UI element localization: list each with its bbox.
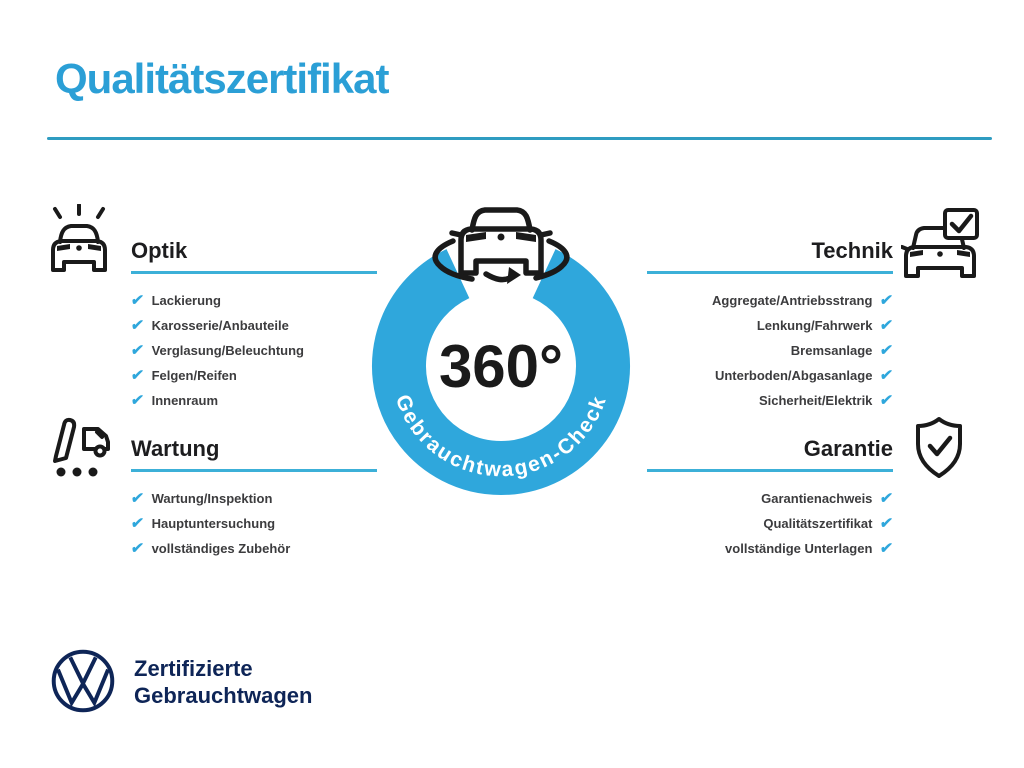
checklist-item-label: Garantienachweis: [761, 491, 873, 506]
checklist-item: ✔ Wartung/Inspektion: [129, 486, 377, 511]
section-garantie-list: Garantienachweis ✔ Qualitätszertifikat ✔ v…: [647, 486, 895, 561]
checklist-item: Garantienachweis ✔: [647, 486, 895, 511]
checklist-item: Bremsanlage ✔: [647, 338, 895, 363]
car-shine-icon: [51, 204, 107, 272]
shield-check-icon: [916, 417, 962, 478]
check-icon: ✔: [129, 490, 145, 507]
checklist-item: ✔ Innenraum: [129, 388, 377, 413]
checklist-item: ✔ Lackierung: [129, 288, 377, 313]
check-icon: ✔: [129, 367, 145, 384]
checklist-item: ✔ vollständiges Zubehör: [129, 536, 377, 561]
checklist-item-label: Innenraum: [151, 393, 219, 408]
checklist-item-label: Aggregate/Antriebsstrang: [712, 293, 873, 308]
section-technik: Technik Aggregate/Antriebsstrang ✔ Lenkun…: [647, 238, 895, 413]
checklist-item-label: Bremsanlage: [790, 343, 873, 358]
section-technik-list: Aggregate/Antriebsstrang ✔ Lenkung/Fahrwe…: [647, 288, 895, 413]
footer-brand-line2: Gebrauchtwagen: [134, 683, 313, 708]
check-icon: ✔: [879, 540, 895, 557]
checklist-item-label: Verglasung/Beleuchtung: [151, 343, 304, 358]
checklist-item: ✔ Hauptuntersuchung: [129, 511, 377, 536]
check-icon: ✔: [129, 392, 145, 409]
checklist-item-label: Felgen/Reifen: [151, 368, 237, 383]
check-icon: ✔: [879, 515, 895, 532]
section-garantie: Garantie Garantienachweis ✔ Qualitätszert…: [647, 436, 895, 561]
checklist-item-label: Lackierung: [151, 293, 221, 308]
car-checked-icon: [901, 208, 979, 278]
checklist-item: Aggregate/Antriebsstrang ✔: [647, 288, 895, 313]
ring-arc: [372, 249, 630, 496]
car-360-icon: [432, 207, 570, 284]
section-wartung: Wartung ✔ Wartung/Inspektion ✔ Hauptunters…: [129, 436, 377, 561]
checklist-item: Sicherheit/Elektrik ✔: [647, 388, 895, 413]
checklist-item: Lenkung/Fahrwerk ✔: [647, 313, 895, 338]
checklist-item-label: Unterboden/Abgasanlage: [714, 368, 873, 383]
section-wartung-heading: Wartung: [131, 436, 377, 472]
check-icon: ✔: [879, 317, 895, 334]
checklist-item: ✔ Verglasung/Beleuchtung: [129, 338, 377, 363]
footer-brand-line1: Zertifizierte: [134, 656, 253, 681]
check-icon: ✔: [129, 342, 145, 359]
check-icon: ✔: [879, 292, 895, 309]
section-optik-heading: Optik: [131, 238, 377, 274]
checklist-item: vollständige Unterlagen ✔: [647, 536, 895, 561]
checklist-item-label: Karosserie/Anbauteile: [151, 318, 289, 333]
checklist-item-label: Qualitätszertifikat: [763, 516, 873, 531]
footer-brand-text: Zertifizierte Gebrauchtwagen: [134, 655, 312, 709]
checklist-item-label: Lenkung/Fahrwerk: [756, 318, 873, 333]
check-icon: ✔: [129, 540, 145, 557]
section-optik: Optik ✔ Lackierung ✔ Karosserie/Anbauteile…: [129, 238, 377, 413]
check-icon: ✔: [129, 317, 145, 334]
check-icon: ✔: [129, 292, 145, 309]
title-divider: [47, 137, 992, 140]
page-title: Qualitätszertifikat: [55, 55, 389, 102]
checklist-item-label: Wartung/Inspektion: [151, 491, 273, 506]
check-icon: ✔: [879, 490, 895, 507]
checklist-item-label: Hauptuntersuchung: [151, 516, 276, 531]
section-wartung-list: ✔ Wartung/Inspektion ✔ Hauptuntersuchung ✔…: [129, 486, 377, 561]
section-optik-list: ✔ Lackierung ✔ Karosserie/Anbauteile ✔ Verg…: [129, 288, 377, 413]
section-garantie-heading: Garantie: [647, 436, 893, 472]
checklist-item: ✔ Felgen/Reifen: [129, 363, 377, 388]
checklist-item: Unterboden/Abgasanlage ✔: [647, 363, 895, 388]
checklist-item-label: vollständige Unterlagen: [725, 541, 873, 556]
vw-logo: [51, 649, 115, 713]
service-record-icon: [53, 417, 110, 477]
degree-label: 360°: [439, 333, 563, 400]
360-check-badge: 360° Gebrauchtwagen-Check: [372, 207, 630, 496]
check-icon: ✔: [879, 392, 895, 409]
check-icon: ✔: [879, 367, 895, 384]
check-icon: ✔: [129, 515, 145, 532]
section-technik-heading: Technik: [647, 238, 893, 274]
checklist-item-label: vollständiges Zubehör: [151, 541, 291, 556]
checklist-item-label: Sicherheit/Elektrik: [758, 393, 873, 408]
checklist-item: Qualitätszertifikat ✔: [647, 511, 895, 536]
check-icon: ✔: [879, 342, 895, 359]
checklist-item: ✔ Karosserie/Anbauteile: [129, 313, 377, 338]
